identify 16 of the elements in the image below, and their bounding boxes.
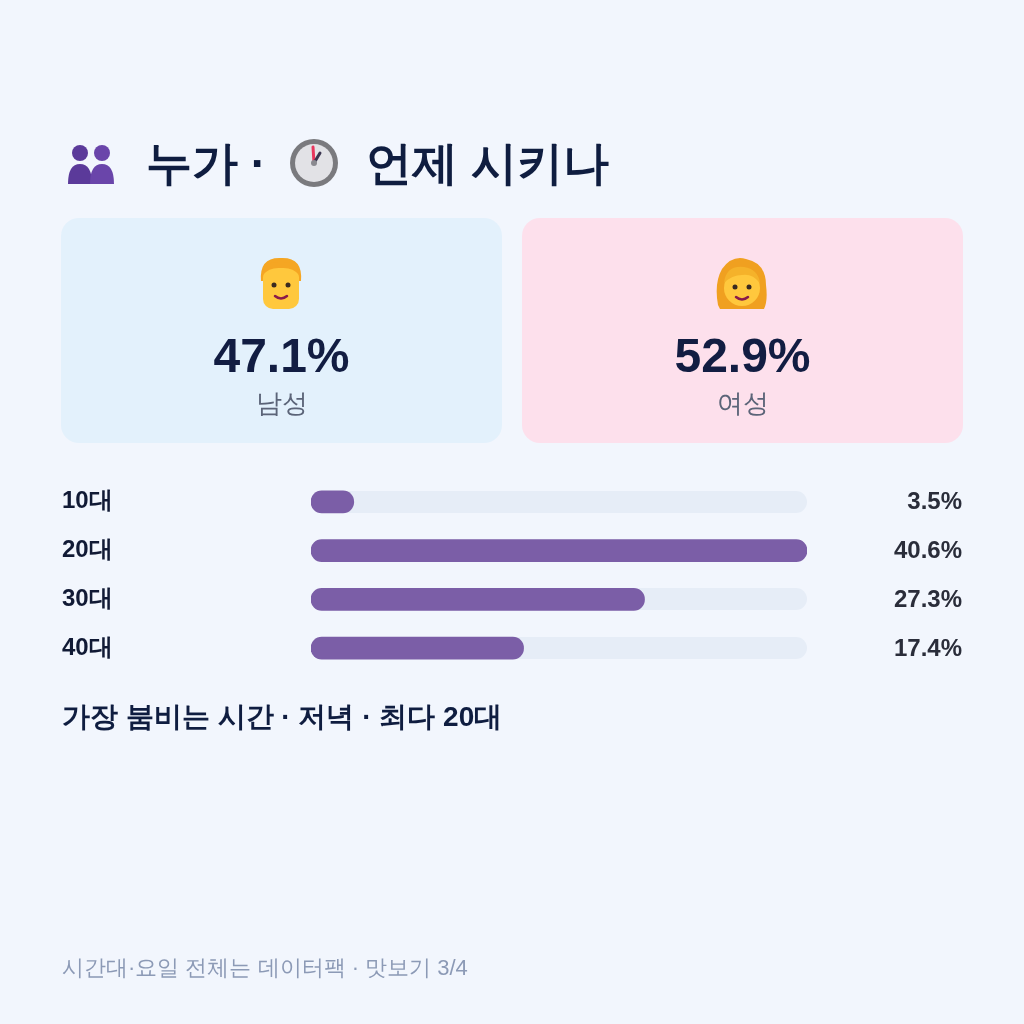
text: 52.9% [674, 329, 811, 382]
data-label: 17.4% [893, 633, 962, 661]
bar [311, 539, 807, 562]
data-label: 27.3% [893, 585, 962, 613]
y-tick-label: 10대 [62, 486, 113, 514]
text: 시간대·요일 전체는 데이터팩 · 맛보기 3/4 [62, 954, 468, 982]
category-label: 남성 [254, 387, 309, 420]
category-label: 여성 [715, 387, 770, 420]
text: 47.1% [213, 329, 350, 382]
chart-title: 누가 · 언제 시키나 [146, 137, 609, 189]
y-tick-label: 30대 [62, 584, 113, 612]
data-label: 40.6% [893, 536, 962, 564]
y-tick-label: 40대 [62, 632, 113, 660]
data-label: 3.5% [907, 487, 962, 515]
text: 가장 붐비는 시간 · 저녁 · 최다 20대 [62, 700, 503, 734]
y-tick-label: 20대 [62, 535, 113, 563]
